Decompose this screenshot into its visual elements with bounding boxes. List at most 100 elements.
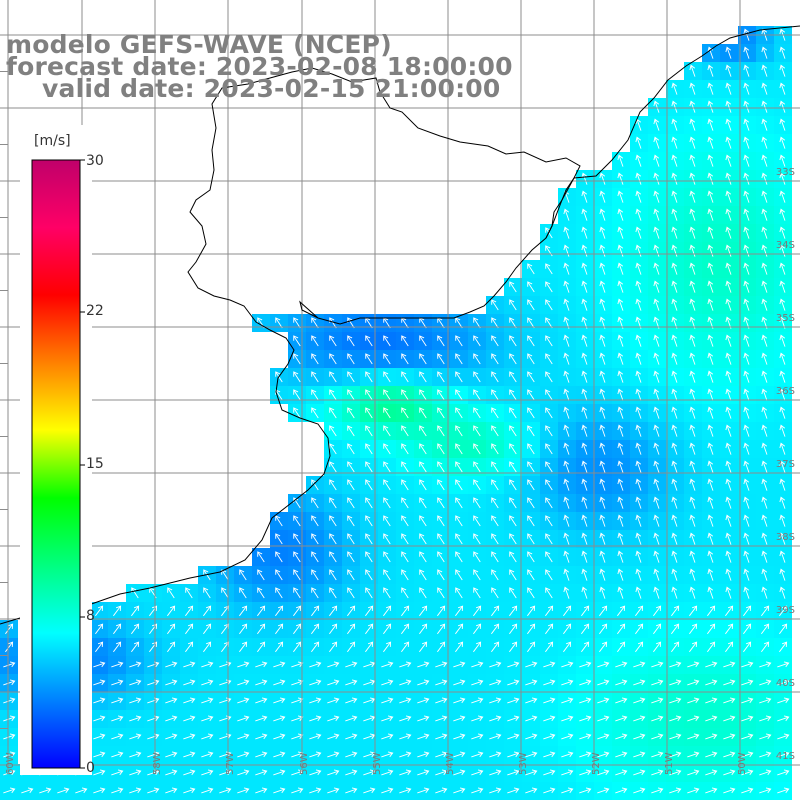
wind-arrow (471, 661, 484, 668)
wind-arrow (615, 751, 628, 758)
wind-arrow (237, 787, 250, 794)
wind-arrow (563, 478, 570, 491)
wind-arrow (527, 551, 535, 563)
wind-arrow (491, 461, 499, 473)
wind-arrow (437, 425, 445, 437)
wind-arrow (581, 586, 588, 599)
wind-arrow (129, 697, 142, 704)
wind-arrow (671, 280, 678, 293)
wind-arrow (725, 262, 732, 275)
wind-arrow (491, 551, 499, 563)
wind-arrow (491, 623, 500, 635)
wind-arrow (723, 715, 736, 722)
wind-arrow (417, 679, 430, 686)
wind-arrow (3, 787, 16, 794)
wind-arrow (615, 715, 628, 722)
wind-arrow (707, 388, 714, 401)
wind-arrow (599, 586, 606, 599)
wind-arrow (401, 569, 409, 581)
wind-arrow (599, 532, 606, 545)
wind-arrow (617, 460, 624, 473)
wind-arrow (723, 751, 736, 758)
wind-arrow (455, 317, 463, 329)
wind-arrow (689, 514, 696, 527)
wind-arrow (527, 515, 535, 527)
wind-arrow (327, 787, 340, 794)
wind-arrow (669, 733, 682, 740)
wind-arrow (563, 352, 570, 365)
wind-arrow (581, 623, 590, 635)
wind-arrow (761, 442, 768, 455)
wind-arrow (437, 443, 445, 455)
wind-arrow (545, 407, 553, 419)
wind-arrow (653, 370, 660, 383)
wind-arrow (527, 569, 535, 581)
wind-arrow (725, 334, 732, 347)
wind-arrow (293, 389, 301, 401)
wind-arrow (543, 751, 556, 758)
wind-arrow (687, 787, 700, 794)
wind-arrow (543, 679, 556, 686)
wind-arrow (365, 479, 373, 491)
wind-arrow (293, 569, 301, 581)
wind-arrow (345, 697, 358, 704)
wind-arrow (779, 424, 786, 437)
wind-arrow (417, 787, 430, 794)
wind-arrow (527, 497, 535, 509)
wind-arrow (563, 532, 570, 545)
wind-arrow (725, 118, 732, 131)
wind-arrow (743, 370, 750, 383)
wind-arrow (291, 769, 304, 776)
wind-arrow (489, 697, 502, 704)
wind-arrow (563, 496, 570, 509)
wind-arrow (417, 733, 430, 740)
wind-arrow (743, 298, 750, 311)
wind-arrow (183, 733, 196, 740)
wind-arrow (635, 388, 642, 401)
wind-arrow (311, 569, 319, 581)
wind-arrow (201, 697, 214, 704)
wind-arrow (599, 568, 606, 581)
wind-arrow (275, 389, 283, 401)
wind-arrow (669, 751, 682, 758)
wind-arrow (545, 623, 554, 635)
wind-arrow (671, 298, 678, 311)
wind-arrow (399, 733, 412, 740)
wind-arrow (581, 298, 588, 311)
wind-arrow (617, 550, 624, 563)
wind-arrow (617, 514, 624, 527)
wind-arrow (435, 751, 448, 758)
wind-arrow (615, 769, 628, 776)
wind-arrow (743, 118, 750, 131)
wind-arrow (581, 226, 588, 239)
wind-arrow (653, 605, 662, 617)
wind-arrow (527, 299, 535, 311)
wind-arrow (525, 787, 538, 794)
wind-arrow (725, 280, 732, 293)
wind-arrow (545, 443, 553, 455)
wind-arrow (383, 641, 392, 653)
wind-arrow (455, 443, 463, 455)
wind-arrow (473, 407, 481, 419)
colorbar-tick-8: 8 (86, 608, 95, 624)
wind-arrow (491, 389, 499, 401)
valid-date: valid date: 2023-02-15 21:00:00 (42, 74, 501, 103)
wind-arrow (201, 715, 214, 722)
wind-arrow (93, 679, 106, 686)
wind-arrow (167, 623, 176, 635)
wind-arrow (689, 478, 696, 491)
wind-arrow (579, 787, 592, 794)
wind-arrow (671, 262, 678, 275)
wind-arrow (761, 424, 768, 437)
coastline (0, 25, 800, 625)
wind-arrow (509, 515, 517, 527)
wind-arrow (617, 244, 624, 257)
wind-arrow (329, 407, 337, 419)
wind-arrow (311, 353, 319, 365)
wind-arrow (723, 787, 736, 794)
wind-arrow (599, 514, 606, 527)
wind-arrow (525, 751, 538, 758)
wind-arrow (581, 208, 588, 221)
wind-arrow (653, 388, 660, 401)
wind-arrow (327, 751, 340, 758)
